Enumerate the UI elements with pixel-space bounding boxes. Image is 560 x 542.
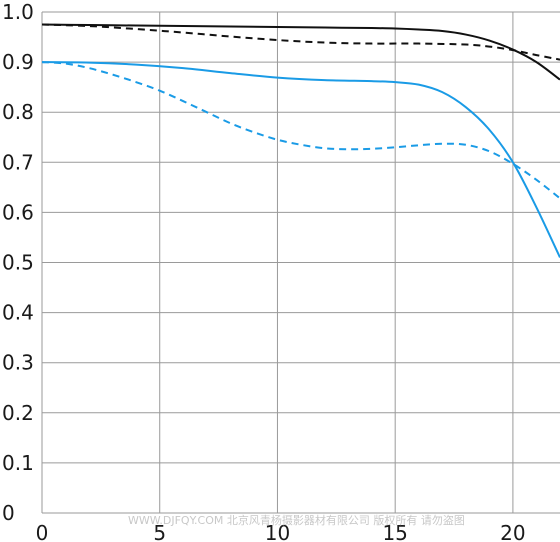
y-tick-label: 0.4 xyxy=(2,301,34,325)
series-line-blue-solid xyxy=(41,61,560,258)
x-tick-label: 20 xyxy=(500,521,525,542)
y-axis-ticks: 0 0.1 0.2 0.3 0.4 0.5 0.6 0.7 0.8 0.9 1.0 xyxy=(2,0,34,525)
y-tick-label: 0.3 xyxy=(2,351,34,375)
x-tick-label: 10 xyxy=(265,521,290,542)
x-tick-label: 15 xyxy=(382,521,407,542)
y-tick-label: 0.9 xyxy=(2,50,34,74)
y-tick-label: 0.7 xyxy=(2,150,34,174)
y-tick-label: 0.1 xyxy=(2,451,34,475)
y-tick-label: 0.5 xyxy=(2,251,34,275)
grid xyxy=(41,11,560,514)
series-lines xyxy=(41,23,560,258)
x-tick-label: 5 xyxy=(153,521,166,542)
y-tick-label: 0 xyxy=(2,501,15,525)
y-tick-label: 0.8 xyxy=(2,100,34,124)
series-line-black-solid xyxy=(41,23,560,81)
x-axis-ticks: 0 5 10 15 20 xyxy=(36,521,526,542)
y-tick-label: 1.0 xyxy=(2,0,34,24)
x-tick-label: 0 xyxy=(36,521,49,542)
y-tick-label: 0.2 xyxy=(2,401,34,425)
watermark-text: WWW.DJFQY.COM 北京风青杨摄影器材有限公司 版权所有 请勿盗图 xyxy=(128,513,465,527)
series-line-black-dashed xyxy=(41,23,560,61)
series-line-blue-dashed xyxy=(41,61,560,200)
y-tick-label: 0.6 xyxy=(2,200,34,224)
